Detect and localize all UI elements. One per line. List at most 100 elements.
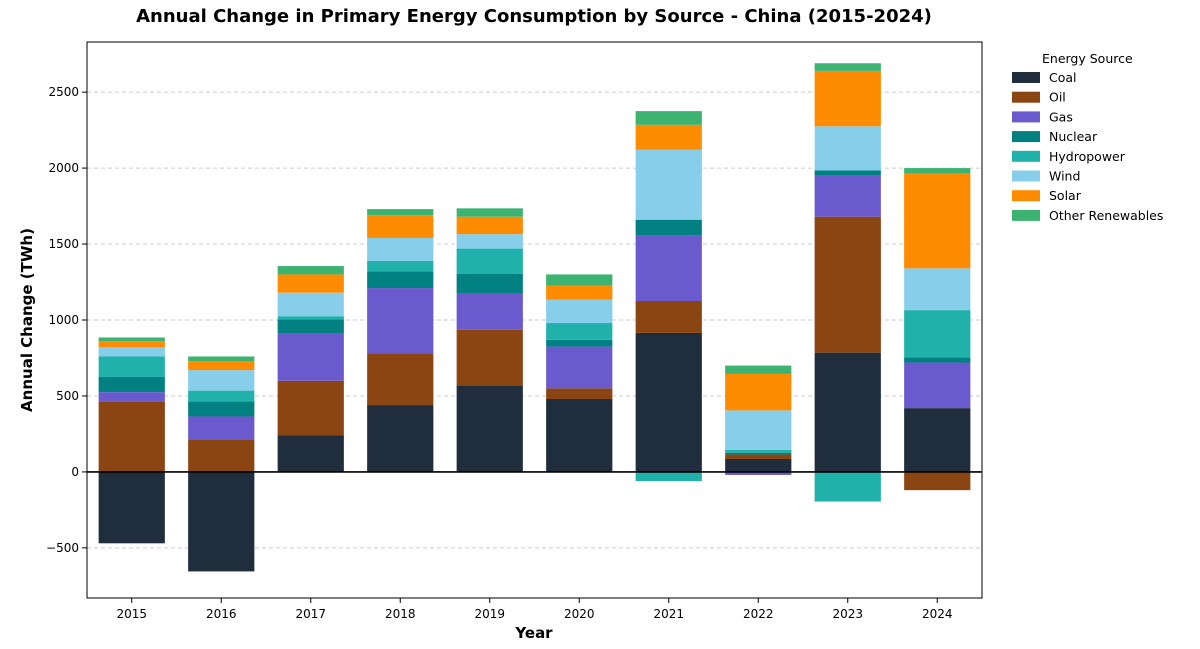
bar-coal-2015	[98, 471, 165, 544]
bar-coal-2021	[635, 332, 702, 472]
bar-wind-2017	[277, 292, 344, 317]
bar-other-renewables-2023	[814, 63, 881, 71]
bar-gas-2020	[546, 346, 613, 389]
bar-solar-2021	[635, 124, 702, 150]
chart-title: Annual Change in Primary Energy Consumpt…	[136, 6, 932, 27]
bar-wind-2016	[188, 370, 255, 391]
bar-nuclear-2018	[367, 271, 434, 289]
bar-gas-2016	[188, 416, 255, 440]
bar-solar-2022	[725, 373, 792, 411]
bar-wind-2019	[456, 234, 523, 249]
legend-label-solar: Solar	[1049, 188, 1082, 203]
legend-label-wind: Wind	[1049, 169, 1080, 184]
bar-coal-2018	[367, 405, 434, 472]
x-tick-label: 2020	[564, 607, 595, 621]
y-axis-ticks: −500 0 500 1000 1500 2000 2500	[46, 85, 87, 555]
y-tick-label: 500	[56, 389, 79, 403]
bar-solar-2023	[814, 70, 881, 127]
legend-label-gas: Gas	[1049, 109, 1073, 124]
bar-other-renewables-2016	[188, 356, 255, 362]
bar-hydropower-2022	[725, 449, 792, 453]
legend-label-nuclear: Nuclear	[1049, 129, 1098, 144]
bar-oil-2018	[367, 353, 434, 406]
bar-nuclear-2017	[277, 319, 344, 334]
bar-solar-2024	[904, 173, 971, 269]
bar-gas-2023	[814, 175, 881, 217]
bar-nuclear-2023	[814, 170, 881, 176]
bar-wind-2015	[98, 347, 165, 357]
bar-solar-2017	[277, 274, 344, 293]
bar-other-renewables-2020	[546, 274, 613, 286]
y-tick-label: 0	[71, 465, 79, 479]
bar-coal-2023	[814, 352, 881, 472]
bar-coal-2017	[277, 435, 344, 472]
legend-swatch-other-renewables	[1012, 209, 1040, 221]
bar-oil-2016	[188, 439, 255, 472]
y-tick-label: 1500	[48, 237, 79, 251]
bar-coal-2016	[188, 471, 255, 572]
bar-wind-2022	[725, 410, 792, 450]
bar-wind-2018	[367, 237, 434, 261]
legend-title: Energy Source	[1042, 51, 1133, 66]
bar-gas-2021	[635, 235, 702, 302]
bar-gas-2017	[277, 333, 344, 381]
bar-other-renewables-2022	[725, 365, 792, 374]
bar-other-renewables-2024	[904, 168, 971, 174]
bar-hydropower-2024	[904, 310, 971, 358]
bar-solar-2019	[456, 216, 523, 235]
bar-nuclear-2019	[456, 273, 523, 294]
x-tick-label: 2017	[295, 607, 326, 621]
legend-swatch-nuclear	[1012, 131, 1040, 143]
bar-solar-2015	[98, 341, 165, 348]
legend-label-coal: Coal	[1049, 70, 1077, 85]
bar-solar-2020	[546, 285, 613, 300]
legend: Energy Source Coal Oil Gas Nuclear Hydropowe…	[1012, 51, 1163, 223]
bar-hydropower-2023	[814, 471, 881, 502]
bar-oil-2019	[456, 329, 523, 386]
bar-nuclear-2015	[98, 376, 165, 393]
bar-oil-2021	[635, 301, 702, 333]
x-tick-label: 2022	[743, 607, 774, 621]
x-tick-label: 2019	[474, 607, 505, 621]
bar-oil-2020	[546, 388, 613, 399]
legend-swatch-gas	[1012, 111, 1040, 123]
bar-hydropower-2015	[98, 356, 165, 377]
y-tick-label: 1000	[48, 313, 79, 327]
bar-hydropower-2021	[635, 471, 702, 482]
legend-label-hydropower: Hydropower	[1049, 149, 1126, 164]
bar-other-renewables-2017	[277, 266, 344, 275]
x-tick-label: 2016	[206, 607, 237, 621]
bar-hydropower-2016	[188, 390, 255, 402]
y-tick-label: 2500	[48, 85, 79, 99]
bar-oil-2022	[725, 454, 792, 459]
bar-other-renewables-2018	[367, 209, 434, 216]
bar-hydropower-2018	[367, 260, 434, 272]
bar-other-renewables-2019	[456, 208, 523, 217]
x-tick-label: 2018	[385, 607, 416, 621]
legend-swatch-solar	[1012, 190, 1040, 202]
legend-swatch-coal	[1012, 72, 1040, 83]
y-tick-label: 2000	[48, 161, 79, 175]
x-tick-label: 2023	[832, 607, 863, 621]
legend-label-other-renewables: Other Renewables	[1049, 208, 1163, 223]
bars	[98, 63, 971, 572]
legend-swatch-wind	[1012, 170, 1040, 182]
bar-other-renewables-2021	[635, 111, 702, 125]
y-axis-label: Annual Change (TWh)	[18, 228, 36, 412]
bar-nuclear-2020	[546, 339, 613, 347]
bar-coal-2020	[546, 398, 613, 472]
x-tick-label: 2021	[653, 607, 684, 621]
bar-gas-2019	[456, 293, 523, 330]
bar-solar-2018	[367, 215, 434, 238]
legend-label-oil: Oil	[1049, 90, 1066, 105]
bar-oil-2017	[277, 380, 344, 436]
bar-hydropower-2020	[546, 323, 613, 340]
bar-other-renewables-2015	[98, 337, 165, 342]
bar-gas-2022	[725, 471, 792, 475]
bar-coal-2022	[725, 459, 792, 472]
bar-oil-2024	[904, 471, 971, 491]
bar-wind-2023	[814, 126, 881, 171]
x-tick-label: 2024	[922, 607, 953, 621]
bar-nuclear-2024	[904, 357, 971, 363]
